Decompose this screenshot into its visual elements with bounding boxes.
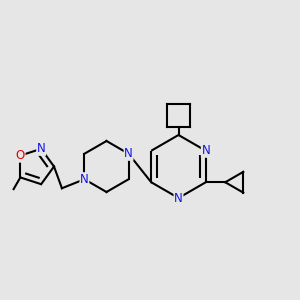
Text: N: N — [174, 191, 183, 205]
Text: N: N — [201, 144, 210, 157]
Text: N: N — [124, 147, 133, 160]
Text: N: N — [37, 142, 46, 155]
Text: N: N — [80, 173, 89, 186]
Text: O: O — [16, 149, 25, 162]
